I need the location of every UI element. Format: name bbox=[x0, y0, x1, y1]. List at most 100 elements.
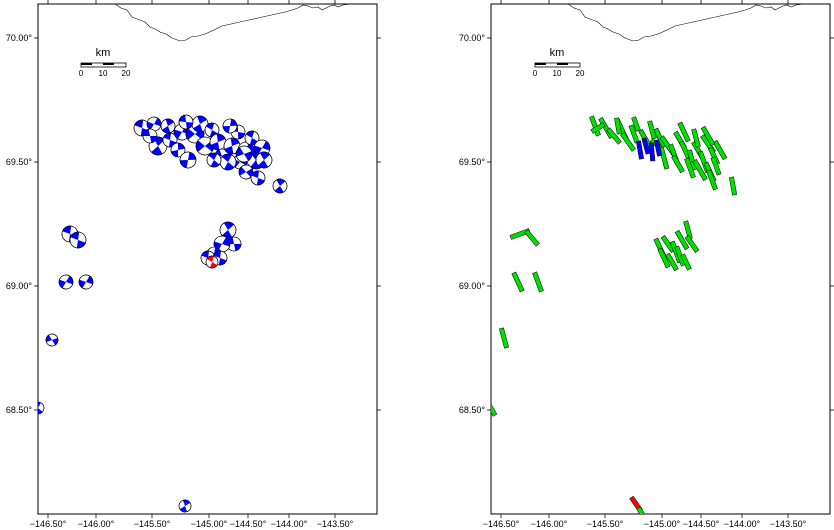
slip-bar bbox=[706, 169, 718, 191]
slip-bar bbox=[653, 139, 663, 157]
slip-bar bbox=[712, 139, 728, 161]
slip-bar bbox=[648, 142, 656, 162]
slip-bar bbox=[674, 229, 690, 251]
slip-bar bbox=[590, 122, 606, 134]
slip-bar bbox=[710, 156, 722, 176]
slip-bar bbox=[691, 128, 701, 148]
left-map-panel: −146.50° −146.00° −145.50° −145.00° −144.50°… bbox=[6, 0, 381, 529]
right-map-frame bbox=[490, 3, 831, 515]
slip-bar-layer bbox=[491, 115, 738, 514]
slip-bar bbox=[524, 229, 540, 247]
scale-bar-fill bbox=[557, 63, 568, 65]
slip-bar bbox=[671, 154, 685, 174]
y-tick-label: 69.00° bbox=[459, 281, 486, 291]
scale-label: 0 bbox=[79, 69, 84, 78]
scale-title: km bbox=[550, 47, 565, 59]
slip-bar bbox=[680, 253, 692, 271]
focal-mechanism bbox=[272, 178, 288, 194]
scale-title: km bbox=[96, 47, 111, 59]
focal-mechanism bbox=[78, 274, 94, 290]
scale-label: 10 bbox=[553, 69, 562, 78]
left-coastline bbox=[114, 4, 351, 42]
slip-bar bbox=[498, 327, 510, 349]
focal-mechanism bbox=[205, 255, 219, 269]
slip-bar bbox=[511, 271, 525, 293]
focal-mechanism bbox=[238, 164, 254, 180]
x-tick-label: −143.50° bbox=[317, 519, 354, 529]
x-tick-label: −145.50° bbox=[134, 519, 171, 529]
y-tick-label: 69.00° bbox=[6, 281, 33, 291]
scale-bar-fill bbox=[535, 63, 546, 65]
slip-bar bbox=[589, 115, 601, 137]
scale-bar-fill bbox=[103, 63, 114, 65]
right-axes: −146.50° −146.00° −145.50° −145.00° −144.50°… bbox=[459, 0, 834, 529]
y-tick-label: 70.00° bbox=[6, 33, 33, 43]
focal-mechanism bbox=[69, 231, 87, 249]
focal-mechanism bbox=[250, 170, 266, 186]
slip-bar bbox=[700, 125, 716, 147]
x-tick-label: −144.50° bbox=[683, 519, 720, 529]
scale-label: 20 bbox=[576, 69, 585, 78]
x-tick-label: −145.00° bbox=[191, 519, 228, 529]
slip-bar bbox=[509, 228, 531, 240]
x-tick-label: −143.50° bbox=[770, 519, 807, 529]
scale-bar-fill bbox=[81, 63, 92, 65]
slip-bar bbox=[606, 127, 622, 145]
scale-label: 10 bbox=[99, 69, 108, 78]
focal-mechanism bbox=[195, 136, 215, 156]
focal-mechanism bbox=[223, 137, 241, 155]
slip-bar bbox=[641, 137, 651, 155]
focal-mechanism bbox=[226, 236, 242, 252]
beachball-layer bbox=[38, 114, 288, 513]
scale-label: 0 bbox=[533, 69, 538, 78]
y-tick-label: 68.50° bbox=[6, 405, 33, 415]
slip-bar bbox=[657, 247, 671, 269]
slip-bar bbox=[636, 506, 648, 514]
focal-mechanism bbox=[219, 221, 237, 239]
focal-mechanism bbox=[179, 151, 197, 169]
focal-mechanism bbox=[142, 128, 158, 144]
y-tick-label: 69.50° bbox=[459, 157, 486, 167]
right-coastline bbox=[567, 4, 804, 42]
focal-mechanism bbox=[45, 333, 59, 347]
focal-mechanism bbox=[219, 153, 237, 171]
right-map-panel: −146.50° −146.00° −145.50° −145.00° −144.50°… bbox=[459, 0, 834, 529]
left-axes: −146.50° −146.00° −145.50° −145.00° −144.50°… bbox=[6, 0, 381, 529]
y-tick-label: 69.50° bbox=[6, 157, 33, 167]
x-tick-label: −146.00° bbox=[531, 519, 568, 529]
x-tick-label: −145.50° bbox=[587, 519, 624, 529]
focal-mechanism bbox=[235, 145, 253, 163]
focal-mechanism bbox=[178, 499, 192, 513]
focal-mechanism bbox=[222, 118, 238, 134]
focal-mechanism bbox=[191, 115, 209, 133]
slip-bar bbox=[614, 117, 622, 135]
focal-mechanism bbox=[170, 142, 186, 158]
slip-bar bbox=[631, 116, 641, 132]
slip-bar bbox=[620, 132, 636, 152]
x-tick-label: −146.00° bbox=[78, 519, 115, 529]
scale-label: 20 bbox=[122, 69, 131, 78]
slip-bar bbox=[660, 235, 676, 253]
focal-mechanism bbox=[178, 114, 194, 130]
focal-mechanism bbox=[38, 401, 45, 415]
x-tick-label: −146.50° bbox=[30, 519, 67, 529]
right-scale-bar: km 0 10 20 bbox=[533, 47, 585, 78]
slip-bar bbox=[677, 121, 691, 143]
focal-mechanism bbox=[255, 151, 273, 169]
slip-bar bbox=[635, 140, 645, 160]
focal-mechanism bbox=[160, 118, 176, 134]
slip-bar bbox=[684, 157, 696, 179]
slip-bar bbox=[665, 252, 679, 272]
y-tick-label: 70.00° bbox=[459, 33, 486, 43]
x-tick-label: −144.50° bbox=[230, 519, 267, 529]
slip-bar bbox=[532, 271, 544, 293]
slip-bar bbox=[692, 159, 708, 181]
left-scale-bar: km 0 10 20 bbox=[79, 47, 131, 78]
x-tick-label: −146.50° bbox=[483, 519, 520, 529]
slip-bar bbox=[728, 176, 738, 196]
focal-mechanism bbox=[58, 274, 74, 290]
x-tick-label: −144.00° bbox=[724, 519, 761, 529]
slip-bar bbox=[684, 235, 700, 253]
focal-mechanism bbox=[206, 152, 222, 168]
